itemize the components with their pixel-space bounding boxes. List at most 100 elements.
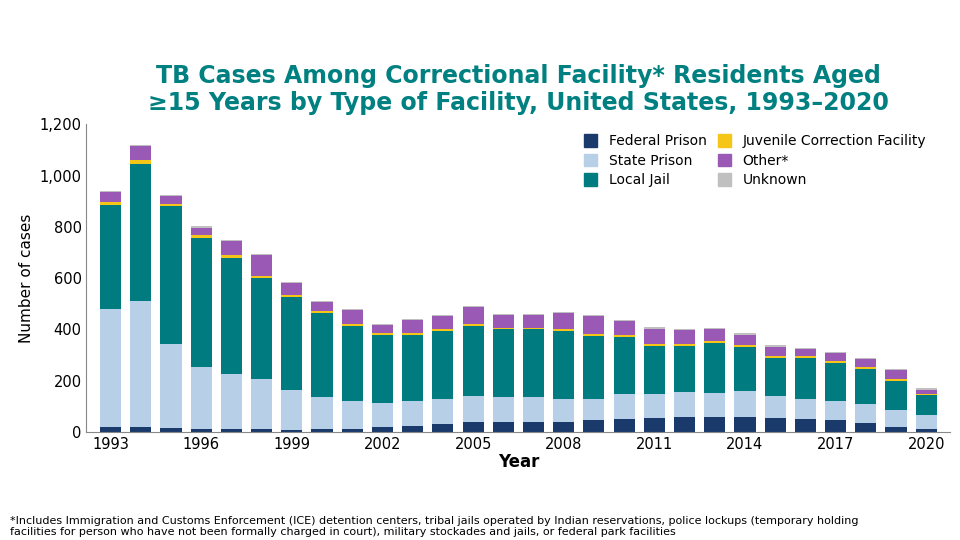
Bar: [523, 328, 544, 329]
Bar: [311, 397, 332, 429]
Bar: [463, 307, 484, 324]
Bar: [734, 345, 756, 347]
Bar: [734, 391, 756, 417]
Bar: [885, 370, 906, 380]
Bar: [644, 327, 665, 329]
Bar: [131, 145, 152, 146]
Bar: [432, 424, 453, 432]
X-axis label: Year: Year: [497, 453, 540, 471]
Bar: [674, 344, 695, 346]
Bar: [252, 429, 273, 432]
Bar: [885, 369, 906, 370]
Bar: [463, 326, 484, 396]
Bar: [764, 347, 785, 355]
Bar: [584, 399, 605, 421]
Bar: [916, 415, 937, 429]
Bar: [492, 315, 514, 328]
Bar: [342, 310, 363, 324]
Bar: [100, 191, 121, 192]
Bar: [825, 352, 846, 353]
Bar: [311, 302, 332, 311]
Legend: Federal Prison, State Prison, Local Jail, Juvenile Correction Facility, Other*, : Federal Prison, State Prison, Local Jail…: [584, 134, 926, 187]
Bar: [523, 397, 544, 422]
Bar: [584, 421, 605, 432]
Bar: [705, 329, 726, 341]
Bar: [644, 394, 665, 418]
Bar: [734, 335, 756, 345]
Bar: [825, 361, 846, 363]
Bar: [705, 343, 726, 393]
Bar: [463, 324, 484, 326]
Bar: [613, 394, 635, 419]
Bar: [795, 355, 816, 357]
Bar: [553, 329, 574, 330]
Bar: [855, 423, 876, 432]
Bar: [916, 429, 937, 432]
Bar: [432, 399, 453, 424]
Bar: [825, 421, 846, 432]
Bar: [160, 196, 181, 204]
Bar: [402, 426, 423, 432]
Bar: [613, 419, 635, 432]
Bar: [372, 335, 393, 402]
Bar: [311, 301, 332, 302]
Bar: [523, 314, 544, 315]
Bar: [252, 275, 273, 278]
Bar: [342, 324, 363, 326]
Bar: [191, 226, 212, 227]
Bar: [764, 345, 785, 347]
Bar: [705, 393, 726, 417]
Bar: [916, 395, 937, 415]
Bar: [281, 296, 302, 390]
Bar: [372, 402, 393, 427]
Bar: [100, 205, 121, 309]
Bar: [311, 311, 332, 313]
Bar: [131, 160, 152, 164]
Bar: [342, 326, 363, 401]
Bar: [855, 358, 876, 360]
Bar: [523, 422, 544, 432]
Text: *Includes Immigration and Customs Enforcement (ICE) detention centers, tribal ja: *Includes Immigration and Customs Enforc…: [10, 516, 858, 537]
Bar: [734, 333, 756, 334]
Bar: [674, 330, 695, 344]
Bar: [432, 329, 453, 330]
Bar: [402, 320, 423, 333]
Bar: [584, 316, 605, 334]
Bar: [734, 417, 756, 432]
Bar: [734, 347, 756, 391]
Bar: [372, 325, 393, 333]
Bar: [553, 399, 574, 422]
Bar: [160, 428, 181, 432]
Bar: [281, 282, 302, 283]
Bar: [131, 427, 152, 432]
Bar: [553, 313, 574, 329]
Bar: [705, 417, 726, 432]
Bar: [221, 241, 242, 255]
Bar: [795, 357, 816, 399]
Bar: [885, 381, 906, 410]
Bar: [191, 227, 212, 235]
Bar: [191, 235, 212, 238]
Bar: [432, 315, 453, 316]
Bar: [523, 329, 544, 397]
Bar: [432, 316, 453, 329]
Bar: [281, 294, 302, 296]
Bar: [221, 255, 242, 258]
Bar: [252, 255, 273, 275]
Bar: [553, 312, 574, 313]
Bar: [644, 329, 665, 344]
Bar: [674, 417, 695, 432]
Bar: [674, 392, 695, 417]
Bar: [916, 388, 937, 390]
Bar: [644, 346, 665, 394]
Bar: [916, 394, 937, 395]
Bar: [492, 329, 514, 397]
Bar: [764, 418, 785, 432]
Bar: [372, 333, 393, 334]
Bar: [584, 314, 605, 316]
Bar: [281, 283, 302, 294]
Bar: [100, 192, 121, 202]
Bar: [764, 355, 785, 357]
Bar: [191, 238, 212, 367]
Bar: [705, 328, 726, 329]
